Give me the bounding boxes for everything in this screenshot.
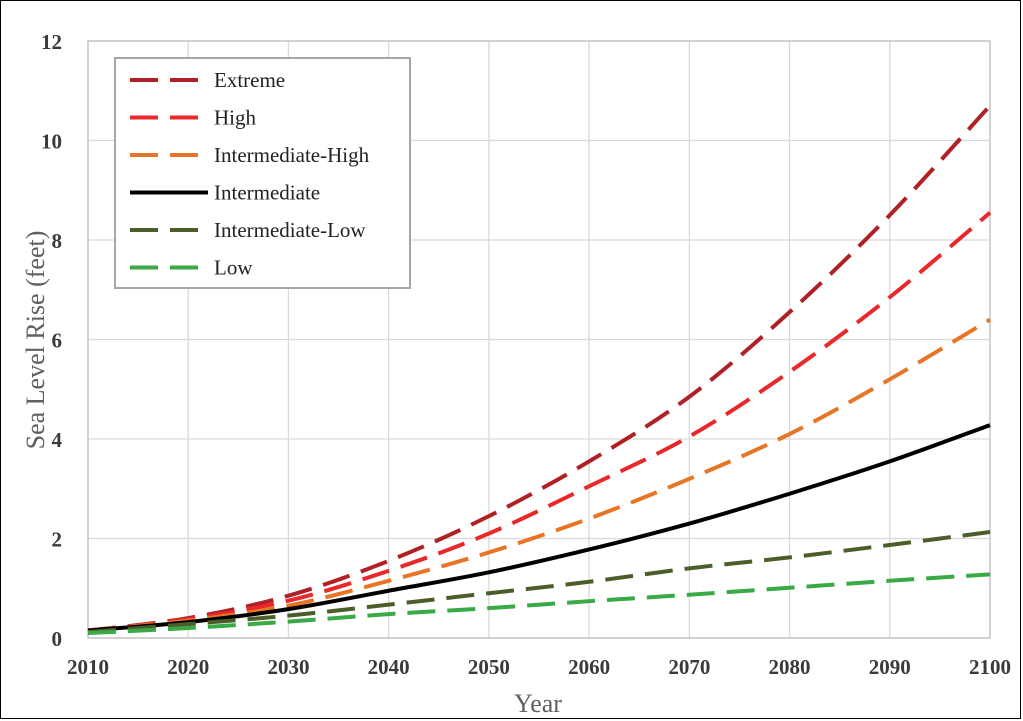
legend-label-2: Intermediate-High: [214, 143, 370, 167]
series-lines: [87, 104, 992, 636]
x-tick-label: 2040: [368, 655, 410, 679]
series-line-2: [87, 317, 992, 633]
series-line-4: [87, 530, 991, 635]
x-tick-label: 2090: [869, 655, 911, 679]
plot-area-border: [87, 40, 991, 639]
legend-label-0: Extreme: [214, 68, 285, 92]
x-tick-label: 2020: [167, 655, 209, 679]
y-tick-label: 10: [41, 130, 62, 154]
series-line-5: [87, 572, 991, 636]
legend-label-1: High: [214, 106, 257, 130]
legend: Extreme High Intermediate-High Intermediate…: [114, 57, 411, 289]
series-line-0: [87, 104, 992, 633]
x-tick-label: 2010: [67, 655, 109, 679]
x-axis-label: Year: [514, 689, 562, 718]
x-tick-label: 2070: [668, 655, 710, 679]
y-tick-label: 0: [52, 627, 63, 651]
x-tick-label: 2100: [969, 655, 1011, 679]
y-tick-label: 4: [52, 428, 63, 452]
legend-box: [114, 57, 411, 289]
series-line-3: [87, 423, 991, 633]
x-tick-label: 2050: [468, 655, 510, 679]
x-tick-label: 2080: [769, 655, 811, 679]
x-tick-label: 2030: [267, 655, 309, 679]
x-tick-label: 2060: [568, 655, 610, 679]
y-tick-label: 8: [52, 229, 63, 253]
y-axis-label: Sea Level Rise (feet): [21, 231, 50, 450]
legend-label-3: Intermediate: [214, 181, 320, 205]
tick-labels: 0 2 4 6 8 10 12 2010 2020 2030 2040 2050 2060 2070 208…: [41, 30, 1011, 679]
y-tick-label: 2: [52, 528, 63, 552]
legend-label-5: Low: [214, 256, 253, 280]
legend-label-4: Intermediate-Low: [214, 218, 366, 242]
y-tick-label: 6: [52, 329, 63, 353]
y-tick-label: 12: [41, 30, 62, 54]
